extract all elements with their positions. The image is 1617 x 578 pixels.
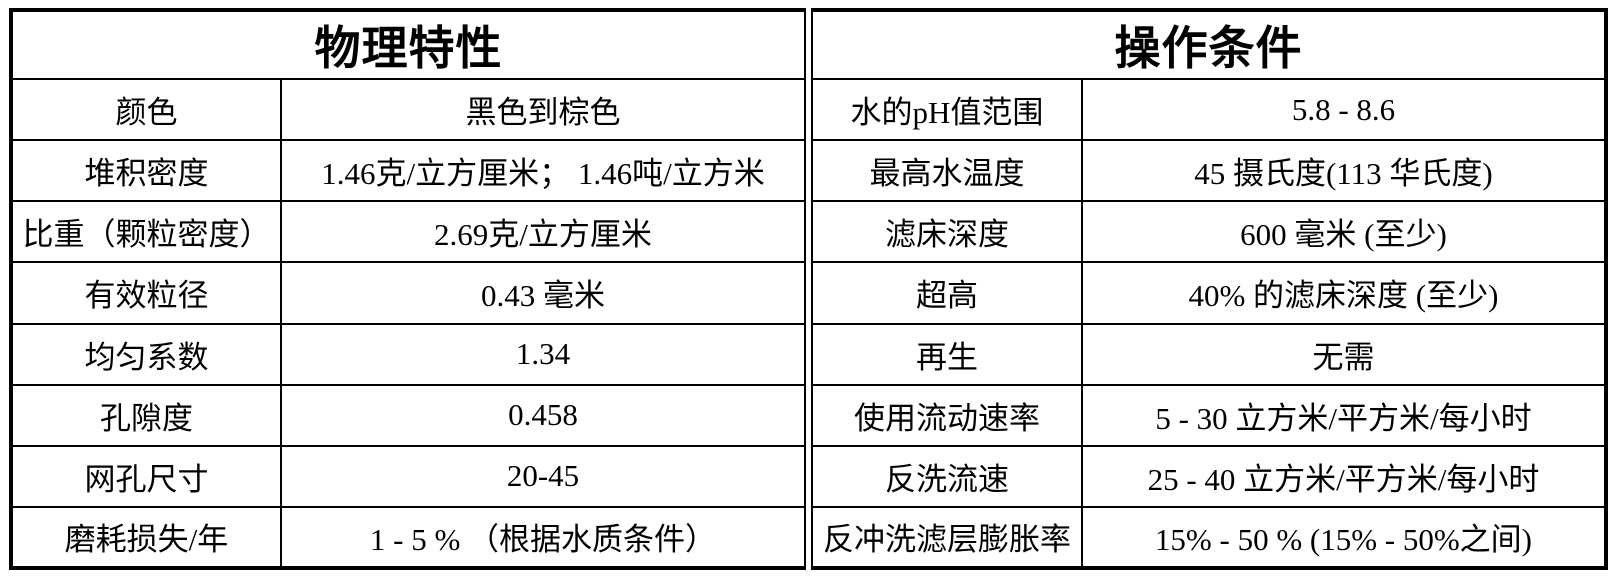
property-value-cell: 1.46克/立方厘米； 1.46吨/立方米 xyxy=(279,139,807,203)
table-row: 堆积密度 1.46克/立方厘米； 1.46吨/立方米 xyxy=(10,139,807,203)
property-label-cell: 堆积密度 xyxy=(10,139,282,203)
property-label-cell: 颜色 xyxy=(10,77,282,142)
table-row: 颜色 黑色到棕色 xyxy=(10,77,807,142)
table-row: 再生 无需 xyxy=(811,322,1608,386)
table-row: 使用流动速率 5 - 30 立方米/平方米/每小时 xyxy=(811,383,1608,447)
condition-value-cell: 15% - 50 % (15% - 50%之间) xyxy=(1080,505,1608,570)
property-label-cell: 孔隙度 xyxy=(10,383,282,447)
condition-value-cell: 5.8 - 8.6 xyxy=(1080,77,1608,142)
condition-value-cell: 40% 的滤床深度 (至少) xyxy=(1080,261,1608,325)
condition-value-cell: 无需 xyxy=(1080,322,1608,386)
operating-conditions-title: 操作条件 xyxy=(811,9,1607,80)
property-value-cell: 1 - 5 % （根据水质条件） xyxy=(279,505,807,570)
condition-label-cell: 滤床深度 xyxy=(811,200,1083,264)
condition-value-cell: 5 - 30 立方米/平方米/每小时 xyxy=(1080,383,1608,447)
condition-value-cell: 45 摄氏度(113 华氏度) xyxy=(1080,139,1608,203)
physical-properties-table: 物理特性 颜色 黑色到棕色 堆积密度 1.46克/立方厘米； 1.46吨/立方米… xyxy=(9,8,807,570)
table-row: 反洗流速 25 - 40 立方米/平方米/每小时 xyxy=(811,444,1608,508)
condition-label-cell: 反洗流速 xyxy=(811,444,1083,508)
table-row: 最高水温度 45 摄氏度(113 华氏度) xyxy=(811,139,1608,203)
property-label-cell: 磨耗损失/年 xyxy=(10,505,282,570)
condition-label-cell: 超高 xyxy=(811,261,1083,325)
condition-value-cell: 25 - 40 立方米/平方米/每小时 xyxy=(1080,444,1608,508)
condition-label-cell: 最高水温度 xyxy=(811,139,1083,203)
table-row: 水的pH值范围 5.8 - 8.6 xyxy=(811,77,1608,142)
condition-label-cell: 反冲洗滤层膨胀率 xyxy=(811,505,1083,570)
condition-value-cell: 600 毫米 (至少) xyxy=(1080,200,1608,264)
property-value-cell: 1.34 xyxy=(279,322,807,386)
physical-properties-title: 物理特性 xyxy=(10,9,806,80)
table-row: 比重（颗粒密度） 2.69克/立方厘米 xyxy=(10,200,807,264)
property-label-cell: 网孔尺寸 xyxy=(10,444,282,508)
condition-label-cell: 再生 xyxy=(811,322,1083,386)
property-value-cell: 黑色到棕色 xyxy=(279,77,807,142)
table-row: 网孔尺寸 20-45 xyxy=(10,444,807,508)
condition-label-cell: 水的pH值范围 xyxy=(811,77,1083,142)
property-label-cell: 比重（颗粒密度） xyxy=(10,200,282,264)
table-row: 反冲洗滤层膨胀率 15% - 50 % (15% - 50%之间) xyxy=(811,505,1608,570)
table-row: 滤床深度 600 毫米 (至少) xyxy=(811,200,1608,264)
table-row: 孔隙度 0.458 xyxy=(10,383,807,447)
operating-conditions-table: 操作条件 水的pH值范围 5.8 - 8.6 最高水温度 45 摄氏度(113 … xyxy=(811,8,1608,570)
table-row: 超高 40% 的滤床深度 (至少) xyxy=(811,261,1608,325)
table-row: 磨耗损失/年 1 - 5 % （根据水质条件） xyxy=(10,505,807,570)
property-label-cell: 均匀系数 xyxy=(10,322,282,386)
property-value-cell: 0.458 xyxy=(279,383,807,447)
table-row: 有效粒径 0.43 毫米 xyxy=(10,261,807,325)
property-value-cell: 2.69克/立方厘米 xyxy=(279,200,807,264)
table-header-row: 操作条件 xyxy=(811,9,1607,80)
condition-label-cell: 使用流动速率 xyxy=(811,383,1083,447)
property-value-cell: 0.43 毫米 xyxy=(279,261,807,325)
property-label-cell: 有效粒径 xyxy=(10,261,282,325)
property-value-cell: 20-45 xyxy=(279,444,807,508)
table-row: 均匀系数 1.34 xyxy=(10,322,807,386)
table-header-row: 物理特性 xyxy=(10,9,806,80)
